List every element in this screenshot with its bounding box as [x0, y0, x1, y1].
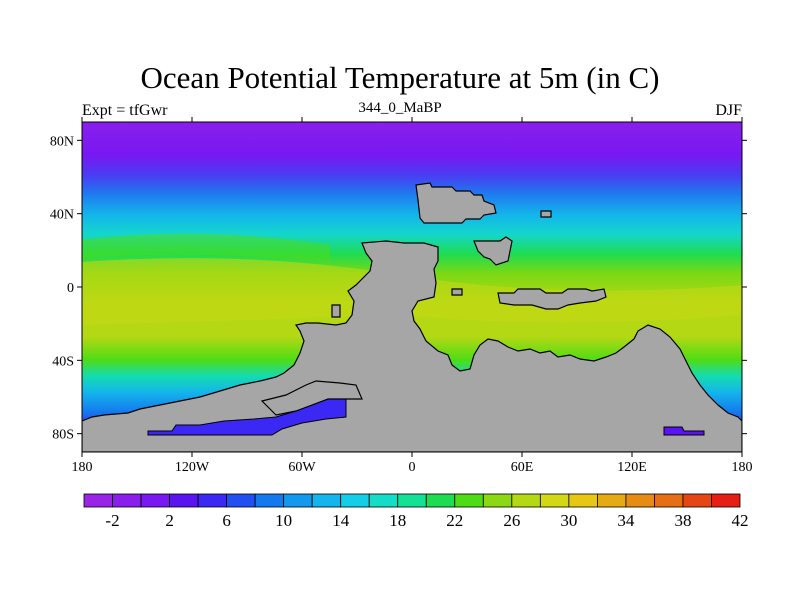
land-equatorial-strip — [497, 288, 607, 310]
x-tick-label: 60W — [288, 460, 316, 475]
colorbar-box — [539, 493, 570, 508]
midlatitude-band — [82, 233, 330, 262]
y-tick-label: 0 — [67, 281, 74, 296]
colorbar-box — [397, 493, 427, 508]
colorbar-label: 10 — [275, 511, 292, 530]
x-tick-label: 120W — [175, 460, 210, 475]
x-tick-label: 180 — [732, 460, 753, 475]
colorbar-box — [140, 493, 170, 508]
colorbar-box — [596, 493, 627, 508]
land-small-island — [540, 210, 552, 218]
land-east-island — [451, 288, 463, 296]
colorbar-box — [568, 493, 598, 508]
colorbar-label: -2 — [105, 511, 119, 530]
colorbar-label: 2 — [165, 511, 174, 530]
colorbar-box — [283, 493, 313, 508]
colorbar-label: 14 — [332, 511, 350, 530]
colorbar-label: 42 — [732, 511, 749, 530]
land-supercontinent — [82, 240, 742, 452]
colorbar-label: 6 — [222, 511, 231, 530]
y-tick-label: 40S — [52, 354, 74, 369]
colorbar-box — [169, 493, 199, 508]
map-title: Ocean Potential Temperature at 5m (in C) — [140, 60, 660, 95]
colorbar-label: 26 — [503, 511, 520, 530]
colorbar-box — [368, 493, 399, 508]
y-tick-label: 80N — [50, 134, 74, 149]
x-tick-label: 0 — [409, 460, 416, 475]
colorbar-box — [112, 493, 142, 508]
colorbar-box — [311, 493, 342, 508]
x-tick-label: 180 — [72, 460, 93, 475]
colorbar-box — [711, 493, 741, 508]
colorbar-box — [511, 493, 541, 508]
colorbar-box — [340, 493, 370, 508]
colorbar-label: 34 — [617, 511, 635, 530]
season-label: DJF — [715, 102, 742, 119]
polar-cold-patch-east — [663, 426, 705, 436]
land-southern-inlet — [260, 380, 363, 416]
x-tick-label: 60E — [511, 460, 534, 475]
map-subtitle: 344_0_MaBP — [358, 100, 442, 116]
colorbar-box — [254, 493, 285, 508]
colorbar-label: 30 — [560, 511, 577, 530]
x-axis: 180 120W 60W 0 60E 120E 180 — [72, 117, 753, 475]
colorbar-label: 18 — [389, 511, 406, 530]
colorbar-box — [83, 493, 113, 508]
land-northern-block — [415, 182, 497, 224]
experiment-label: Expt = tfGwr — [82, 102, 168, 119]
colorbar-label: 38 — [674, 511, 691, 530]
colorbar-box — [226, 493, 256, 508]
colorbar-box — [482, 493, 513, 508]
colorbar-box — [682, 493, 712, 508]
colorbar-box — [425, 493, 456, 508]
y-tick-label: 40N — [50, 208, 74, 223]
colorbar-label: 22 — [446, 511, 463, 530]
colorbar-box — [625, 493, 655, 508]
land-eastern-fragment — [473, 236, 513, 266]
colorbar-box — [197, 493, 228, 508]
colorbar-box — [454, 493, 484, 508]
y-tick-label: 80S — [52, 428, 74, 443]
colorbar-box — [654, 493, 684, 508]
x-tick-label: 120E — [617, 460, 647, 475]
land-west-island — [331, 304, 341, 318]
y-axis: 80N 40N 0 40S 80S — [50, 134, 747, 443]
